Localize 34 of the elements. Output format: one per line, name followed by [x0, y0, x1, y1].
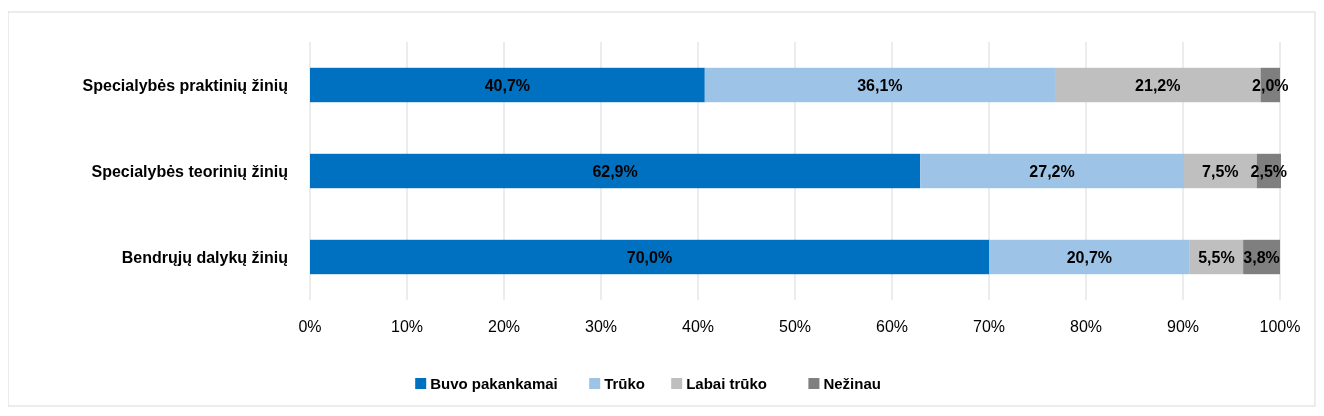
data-label: 62,9%: [592, 162, 638, 180]
x-tick-label: 80%: [1069, 318, 1103, 335]
legend-label: Trūko: [604, 375, 646, 393]
bar: [704, 67, 1055, 103]
x-tick-label: 60%: [875, 318, 909, 335]
y-tick-label: Bendrųjų dalykų žinių: [121, 248, 288, 266]
x-tick-label: 90%: [1166, 318, 1200, 335]
bar: [989, 239, 1190, 275]
data-label: 36,1%: [857, 76, 903, 94]
data-label: 70,0%: [626, 248, 673, 266]
data-label: 21,2%: [1135, 76, 1181, 94]
x-tick-label: 100%: [1259, 318, 1301, 335]
legend-label: Nežinau: [823, 375, 881, 393]
y-tick-label: Specialybės teorinių žinių: [91, 162, 288, 180]
x-tick-label: 70%: [972, 318, 1006, 335]
legend-label: Buvo pakankamai: [430, 375, 558, 393]
legend-label: Labai trūko: [686, 375, 768, 393]
x-tick-label: 0%: [298, 318, 322, 335]
bar: [310, 239, 989, 275]
bar: [310, 153, 921, 189]
x-tick-label: 10%: [390, 318, 424, 335]
data-label: 7,5%: [1202, 162, 1239, 180]
data-label: 20,7%: [1066, 248, 1113, 266]
data-label: 3,8%: [1243, 248, 1280, 266]
data-label: 5,5%: [1198, 248, 1235, 266]
bar: [310, 67, 705, 103]
data-label: 40,7%: [484, 76, 531, 94]
x-tick-label: 50%: [778, 318, 812, 335]
x-tick-label: 20%: [487, 318, 521, 335]
y-tick-label: Specialybės praktinių žinių: [82, 76, 288, 94]
data-label: 27,2%: [1029, 162, 1075, 180]
bar: [920, 153, 1184, 189]
x-tick-label: 40%: [681, 318, 715, 335]
x-tick-label: 30%: [584, 318, 618, 335]
